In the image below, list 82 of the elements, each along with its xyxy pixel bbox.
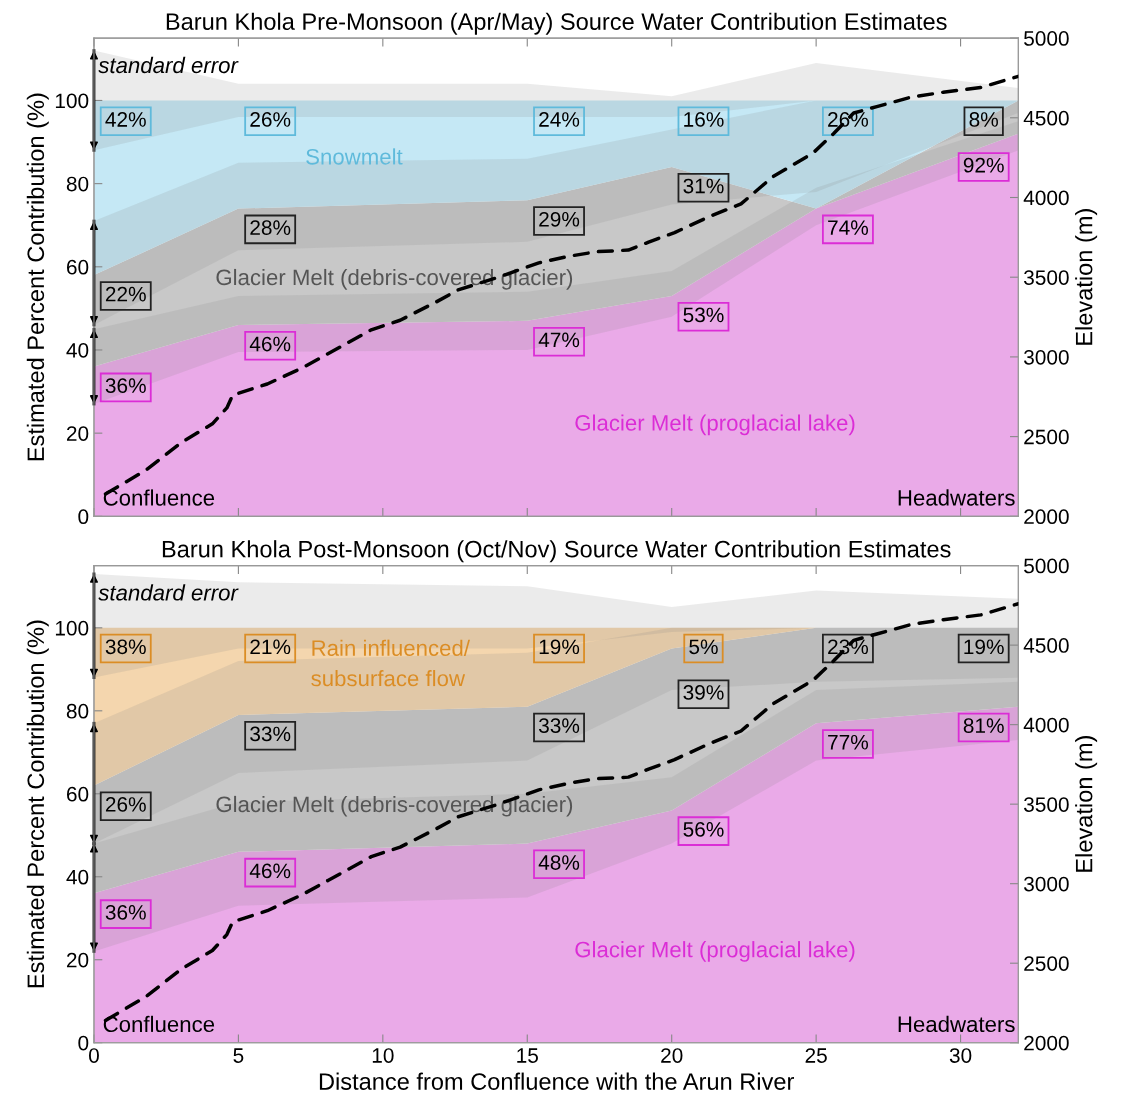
data-label: 5% — [689, 639, 718, 655]
data-label: 8% — [969, 112, 998, 127]
y2-tick-label: 4500 — [1023, 110, 1069, 126]
y-tick-label: 100 — [55, 93, 89, 109]
y2-axis-title: Elevation (m) — [1075, 736, 1098, 872]
y2-tick-label: 5000 — [1024, 558, 1069, 574]
y-tick-label: 80 — [66, 703, 89, 719]
series-label: Glacier Melt (proglacial lake) — [575, 941, 855, 962]
data-label: 39% — [683, 685, 724, 700]
annotation: Confluence — [103, 1015, 215, 1033]
y2-tick-label: 3500 — [1024, 270, 1069, 285]
annotation: standard error — [98, 584, 239, 601]
x-tick-label: 0 — [88, 1048, 99, 1063]
data-label: 42% — [105, 112, 146, 127]
y-tick-label: 60 — [66, 259, 89, 275]
data-label: 19% — [539, 639, 580, 655]
series-label: Rain influenced/ subsurface flow — [311, 639, 470, 687]
y2-tick-label: 4000 — [1023, 190, 1069, 206]
y2-tick-label: 4500 — [1023, 638, 1069, 653]
data-label: 36% — [105, 904, 146, 920]
y2-tick-label: 3000 — [1024, 349, 1069, 365]
data-label: 26% — [105, 797, 146, 812]
y-tick-label: 60 — [66, 786, 89, 802]
y-tick-label: 0 — [78, 1035, 89, 1051]
y-tick-label: 80 — [66, 176, 89, 192]
y-axis-title: Estimated Percent Contribution (%) — [26, 620, 49, 988]
annotation: standard error — [98, 56, 239, 74]
y2-tick-label: 2000 — [1024, 1035, 1069, 1051]
y2-axis-title: Elevation (m) — [1075, 209, 1098, 345]
y-tick-label: 0 — [78, 509, 89, 525]
chart-title: Barun Khola Post-Monsoon (Oct/Nov) Source Water Contribution Estimates — [162, 540, 951, 563]
data-label: 92% — [963, 157, 1004, 173]
y-tick-label: 100 — [55, 620, 89, 636]
x-tick-label: 10 — [372, 1048, 394, 1063]
y-axis-title: Estimated Percent Contribution (%) — [26, 93, 49, 461]
y-tick-label: 20 — [66, 426, 89, 441]
data-label: 81% — [963, 718, 1004, 733]
data-label: 31% — [683, 178, 724, 194]
y-tick-label: 40 — [66, 869, 89, 885]
data-label: 33% — [250, 726, 291, 742]
series-label: Glacier Melt (proglacial lake) — [575, 414, 855, 436]
y2-tick-label: 2500 — [1024, 429, 1069, 445]
y-tick-label: 20 — [66, 952, 89, 968]
y2-tick-label: 3500 — [1024, 797, 1069, 812]
data-label: 22% — [105, 286, 146, 302]
x-tick-label: 30 — [949, 1048, 972, 1063]
data-label: 36% — [105, 378, 146, 393]
y2-tick-label: 2500 — [1024, 956, 1069, 971]
series-label: Snowmelt — [306, 148, 403, 165]
x-tick-label: 5 — [233, 1048, 244, 1063]
y2-tick-label: 2000 — [1024, 509, 1069, 525]
data-label: 19% — [964, 639, 1004, 655]
y2-tick-label: 3000 — [1024, 876, 1069, 892]
data-label: 53% — [683, 307, 724, 323]
data-label: 74% — [828, 220, 869, 235]
y2-tick-label: 4000 — [1023, 717, 1069, 733]
data-label: 56% — [683, 821, 724, 837]
chart-title: Barun Khola Pre-Monsoon (Apr/May) Source Water Contribution Estimates — [166, 12, 947, 35]
x-tick-label: 25 — [805, 1048, 827, 1063]
x-tick-label: 20 — [661, 1048, 683, 1063]
data-label: 46% — [249, 863, 291, 879]
series-label: Glacier Melt (debris-covered glacier) — [216, 268, 573, 290]
data-label: 29% — [539, 211, 580, 227]
series-label: Glacier Melt (debris-covered glacier) — [216, 795, 573, 817]
data-label: 24% — [539, 112, 580, 127]
annotation: Confluence — [103, 489, 215, 506]
data-label: 21% — [250, 639, 291, 655]
x-axis-title: Distance from Confluence with the Arun River — [319, 1072, 794, 1090]
data-label: 77% — [828, 734, 869, 750]
data-label: 28% — [250, 220, 291, 235]
data-label: 47% — [538, 332, 580, 348]
y-tick-label: 40 — [66, 342, 89, 358]
y2-tick-label: 5000 — [1024, 31, 1069, 46]
x-tick-label: 15 — [517, 1048, 538, 1063]
data-label: 26% — [250, 112, 291, 127]
data-label: 16% — [684, 112, 724, 127]
annotation: Headwaters — [898, 489, 1015, 506]
annotation: Headwaters — [898, 1015, 1015, 1033]
data-label: 48% — [538, 855, 580, 870]
data-label: 33% — [538, 718, 580, 733]
data-label: 46% — [249, 336, 291, 352]
data-label: 38% — [105, 639, 146, 655]
